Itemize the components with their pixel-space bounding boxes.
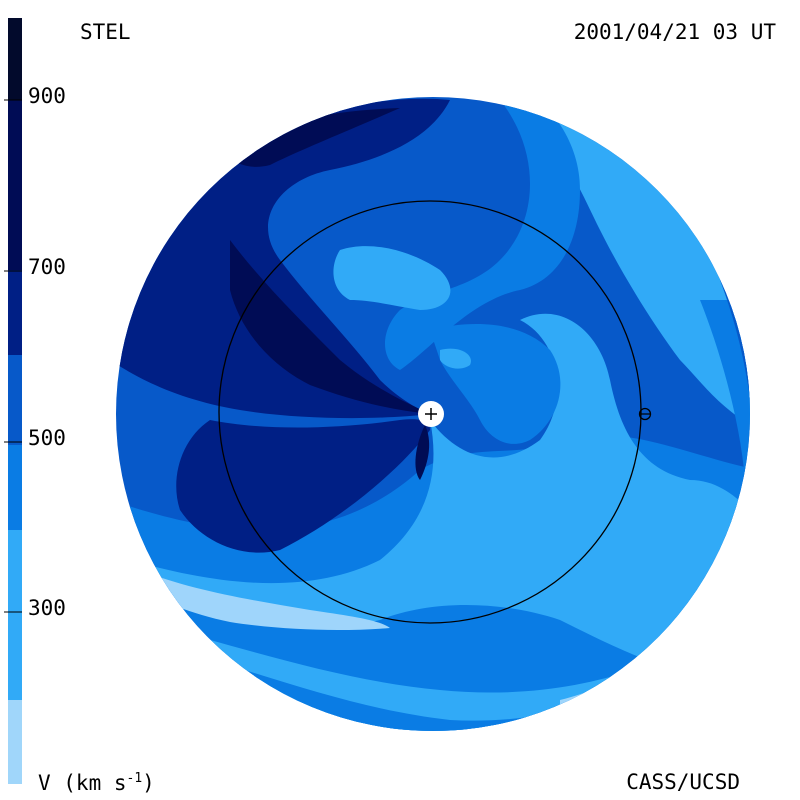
colorbar-unit-label: V (km s-1) bbox=[38, 772, 155, 794]
unit-text: V (km s bbox=[38, 771, 127, 795]
timestamp-label: 2001/04/21 03 UT bbox=[573, 20, 776, 44]
credit-label: CASS/UCSD bbox=[626, 770, 740, 794]
region-darkest-band bbox=[230, 240, 430, 414]
region-dark-right-edge bbox=[720, 280, 750, 400]
colorbar-segment-4 bbox=[8, 355, 22, 445]
colorbar-segment-1 bbox=[8, 700, 22, 784]
source-label: STEL bbox=[80, 20, 131, 44]
region-light-inner bbox=[333, 246, 451, 310]
colorbar-tick-label-900: 900 bbox=[28, 84, 66, 108]
colorbar: 900 700 500 300 bbox=[4, 18, 66, 784]
colorbar-segment-6 bbox=[8, 100, 22, 270]
unit-exponent: -1 bbox=[126, 771, 143, 786]
region-lightest-streak bbox=[140, 570, 390, 630]
region-light-main bbox=[130, 313, 750, 682]
colorbar-tick-label-700: 700 bbox=[28, 255, 66, 279]
region-light-blob bbox=[440, 348, 471, 369]
earth-orbit-circle bbox=[218, 200, 642, 624]
region-dark-lower-left bbox=[176, 419, 430, 553]
region-darkest-upper bbox=[220, 108, 400, 167]
region-darkest-streak bbox=[415, 425, 430, 480]
colorbar-segment-3 bbox=[8, 445, 22, 530]
colorbar-tick-label-500: 500 bbox=[28, 426, 66, 450]
colorbar-segment-5 bbox=[8, 270, 22, 355]
unit-close: ) bbox=[142, 771, 155, 795]
colorbar-tick-label-300: 300 bbox=[28, 596, 66, 620]
colorbar-segment-2 bbox=[8, 530, 22, 700]
colorbar-segment-7 bbox=[8, 18, 22, 100]
